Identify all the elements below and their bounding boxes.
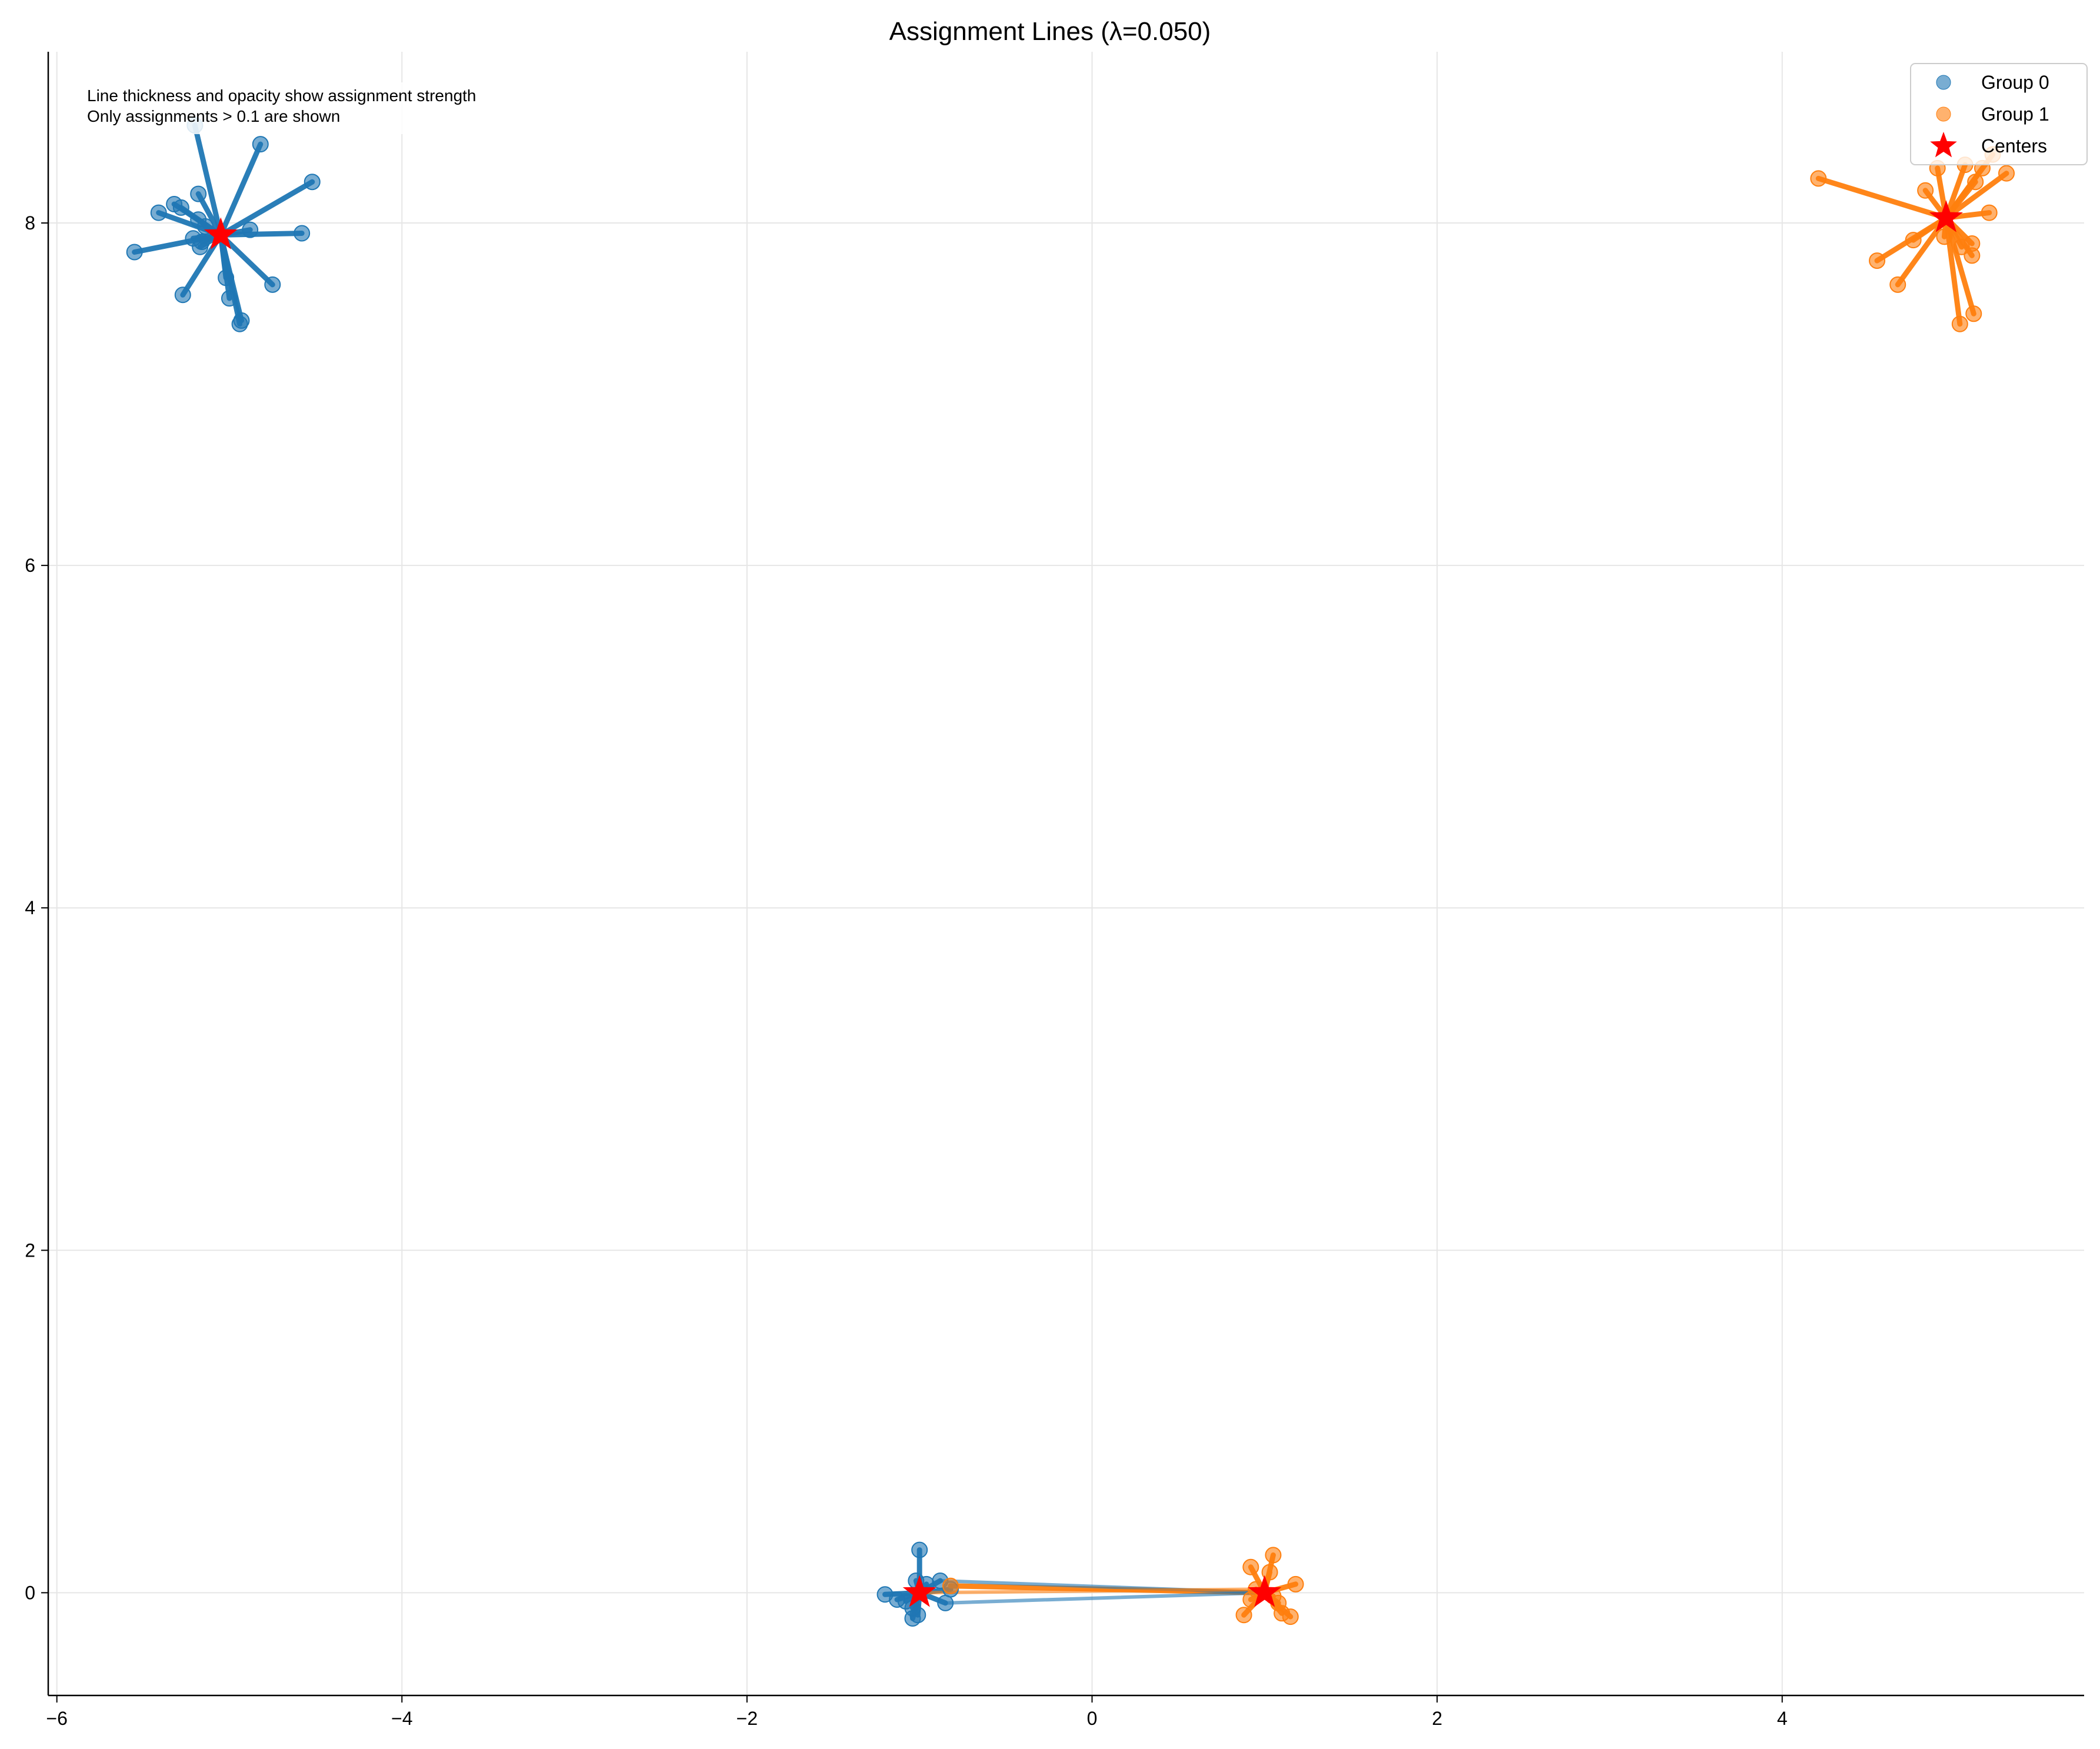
- center-star: [902, 1575, 936, 1607]
- data-point: [1889, 276, 1906, 293]
- data-point: [1287, 1575, 1304, 1593]
- axes: [41, 52, 2084, 1703]
- center-star: [204, 217, 238, 249]
- data-point: [1936, 228, 1953, 245]
- data-point: [294, 225, 311, 242]
- data-point: [1810, 170, 1827, 187]
- assignment-line: [218, 232, 275, 288]
- assignment-line: [218, 141, 264, 238]
- data-point: [172, 199, 189, 216]
- data-point: [1905, 232, 1922, 249]
- assignment-line: [1943, 171, 2009, 221]
- data-point: [242, 221, 259, 238]
- assignment-line: [1943, 162, 1968, 221]
- data-point: [221, 290, 238, 307]
- legend-marker-group-0: [1936, 75, 1951, 90]
- x-tick-label: 2: [1432, 1708, 1442, 1729]
- data-points: [126, 117, 2015, 1627]
- data-point: [1981, 204, 1998, 221]
- data-point: [264, 276, 281, 293]
- assignment-line: [218, 231, 305, 238]
- tick-labels: −6 −4 −2 0 2 4 0 2 4 6 8: [25, 212, 1787, 1729]
- x-tick-label: 0: [1087, 1708, 1098, 1729]
- data-point: [174, 286, 191, 304]
- legend: Group 0 Group 1 Centers: [1910, 63, 2088, 165]
- assignment-line-weak: [944, 1591, 1266, 1605]
- data-point: [1242, 1558, 1259, 1575]
- assignment-line: [218, 179, 315, 238]
- data-point: [218, 269, 235, 286]
- assignment-line: [192, 122, 224, 238]
- data-point: [1282, 1608, 1299, 1625]
- center-star: [1929, 200, 1963, 232]
- annotation-line-1: Line thickness and opacity show assignme…: [87, 86, 476, 105]
- data-point: [937, 1594, 954, 1611]
- data-point: [1917, 182, 1934, 199]
- x-tick-label: −2: [736, 1708, 758, 1729]
- data-point: [1265, 1547, 1282, 1564]
- data-point: [150, 204, 167, 221]
- x-tick-label: −6: [46, 1708, 67, 1729]
- y-tick-label: 6: [25, 555, 35, 576]
- data-point: [192, 238, 209, 255]
- data-point: [1869, 252, 1886, 269]
- annotation-background: [82, 82, 571, 134]
- data-point: [231, 315, 248, 332]
- chart-title: Assignment Lines (λ=0.050): [889, 17, 1211, 46]
- data-point: [252, 136, 269, 153]
- data-point: [1965, 305, 1982, 322]
- data-point: [1967, 174, 1984, 191]
- assignment-line: [1815, 175, 1949, 221]
- data-point: [942, 1577, 959, 1594]
- legend-marker-group-1: [1936, 106, 1951, 122]
- x-tick-label: 4: [1777, 1708, 1788, 1729]
- grid-lines: [48, 52, 2084, 1695]
- legend-label-group-1: Group 1: [1981, 104, 2049, 125]
- legend-frame: [1910, 63, 2088, 165]
- legend-label-centers: Centers: [1981, 135, 2047, 156]
- center-star: [1248, 1575, 1282, 1607]
- data-point: [1998, 165, 2015, 182]
- data-point: [1964, 247, 1981, 264]
- y-tick-label: 0: [25, 1582, 35, 1603]
- cluster-centers: [204, 200, 1963, 1607]
- x-tick-label: −4: [391, 1708, 412, 1729]
- y-tick-label: 4: [25, 897, 35, 918]
- data-point: [1951, 315, 1968, 332]
- data-point: [126, 244, 143, 261]
- legend-label-group-0: Group 0: [1981, 72, 2049, 93]
- annotation-line-2: Only assignments > 0.1 are shown: [87, 107, 340, 125]
- data-point: [904, 1610, 921, 1627]
- y-tick-label: 2: [25, 1240, 35, 1261]
- data-point: [911, 1541, 928, 1558]
- data-point: [1235, 1607, 1252, 1624]
- y-tick-label: 8: [25, 212, 35, 234]
- assignment-lines: [132, 122, 2009, 1621]
- data-point: [1261, 1564, 1278, 1581]
- annotation-box: Line thickness and opacity show assignme…: [82, 82, 571, 134]
- legend-marker-centers-star-icon: [1930, 132, 1957, 158]
- assignment-line-weak: [918, 1587, 1253, 1595]
- data-point: [304, 174, 321, 191]
- data-point: [190, 185, 207, 202]
